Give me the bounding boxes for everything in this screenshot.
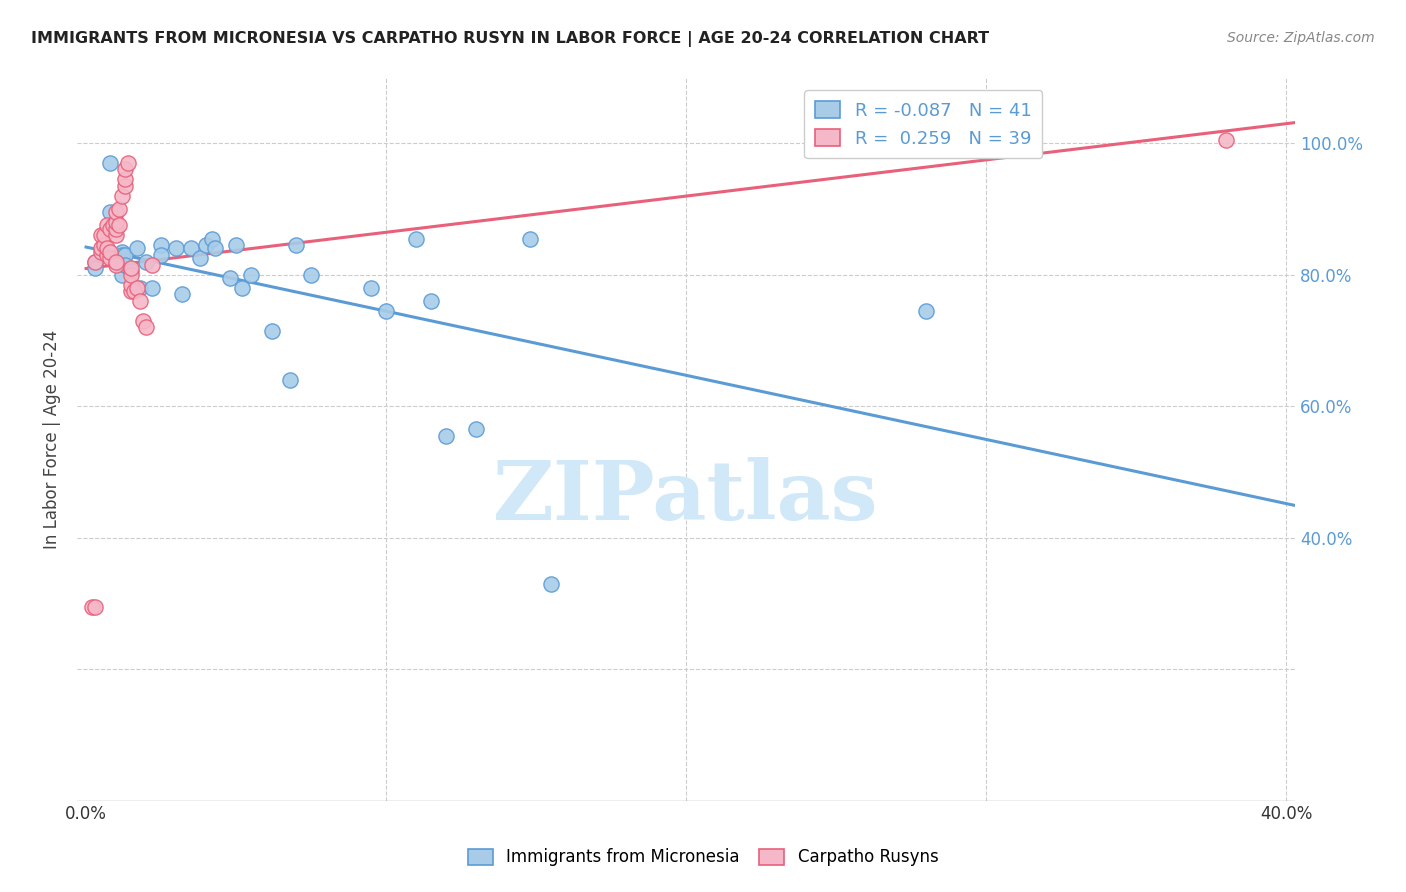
Text: Source: ZipAtlas.com: Source: ZipAtlas.com [1227, 31, 1375, 45]
Point [120, 268, 142, 282]
Point [114, 172, 136, 186]
Point [98, 156, 121, 170]
Point [105, 215, 128, 229]
Point [262, 324, 284, 338]
Point [188, 252, 211, 266]
Point [105, 221, 128, 235]
Point [519, 231, 541, 245]
Legend: R = -0.087   N = 41, R =  0.259   N = 39: R = -0.087 N = 41, R = 0.259 N = 39 [804, 90, 1042, 159]
Point [101, 219, 124, 233]
Point [90, 228, 112, 243]
Point [132, 314, 155, 328]
Point [84, 254, 107, 268]
Point [172, 287, 194, 301]
Point [105, 254, 128, 268]
Point [96, 248, 118, 262]
Point [120, 261, 142, 276]
Point [360, 281, 382, 295]
Point [420, 293, 443, 308]
Point [219, 271, 242, 285]
Point [105, 228, 128, 243]
Point [141, 258, 163, 272]
Point [129, 281, 152, 295]
Point [96, 219, 118, 233]
Point [84, 599, 107, 614]
Legend: Immigrants from Micronesia, Carpatho Rusyns: Immigrants from Micronesia, Carpatho Rus… [461, 842, 945, 873]
Point [111, 268, 134, 282]
Point [465, 422, 488, 436]
Point [114, 258, 136, 272]
Point [1215, 133, 1237, 147]
Y-axis label: In Labor Force | Age 20-24: In Labor Force | Age 20-24 [44, 329, 60, 549]
Point [127, 241, 149, 255]
Point [111, 188, 134, 202]
Point [84, 261, 107, 276]
Point [114, 248, 136, 262]
Point [405, 231, 427, 245]
Point [98, 244, 121, 259]
Point [111, 244, 134, 259]
Point [127, 281, 149, 295]
Point [120, 284, 142, 298]
Point [117, 156, 139, 170]
Point [201, 231, 224, 245]
Point [98, 205, 121, 219]
Point [96, 241, 118, 255]
Text: IMMIGRANTS FROM MICRONESIA VS CARPATHO RUSYN IN LABOR FORCE | AGE 20-24 CORRELAT: IMMIGRANTS FROM MICRONESIA VS CARPATHO R… [31, 31, 988, 47]
Text: ZIPatlas: ZIPatlas [494, 457, 879, 537]
Point [105, 258, 128, 272]
Point [285, 238, 308, 252]
Point [105, 205, 128, 219]
Point [90, 244, 112, 259]
Point [540, 576, 562, 591]
Point [225, 238, 247, 252]
Point [120, 264, 142, 278]
Point [120, 277, 142, 292]
Point [231, 281, 253, 295]
Point [114, 258, 136, 272]
Point [93, 238, 115, 252]
Point [299, 268, 322, 282]
Point [180, 241, 202, 255]
Point [165, 241, 187, 255]
Point [108, 219, 131, 233]
Point [278, 373, 301, 387]
Point [915, 303, 938, 318]
Point [80, 599, 103, 614]
Point [141, 281, 163, 295]
Point [98, 252, 121, 266]
Point [204, 241, 226, 255]
Point [93, 228, 115, 243]
Point [135, 320, 157, 334]
Point [90, 241, 112, 255]
Point [84, 254, 107, 268]
Point [434, 429, 457, 443]
Point [150, 238, 173, 252]
Point [108, 202, 131, 216]
Point [114, 178, 136, 193]
Point [114, 162, 136, 177]
Point [195, 238, 218, 252]
Point [135, 254, 157, 268]
Point [98, 221, 121, 235]
Point [150, 248, 173, 262]
Point [375, 303, 398, 318]
Point [240, 268, 263, 282]
Point [129, 293, 152, 308]
Point [111, 248, 134, 262]
Point [122, 284, 145, 298]
